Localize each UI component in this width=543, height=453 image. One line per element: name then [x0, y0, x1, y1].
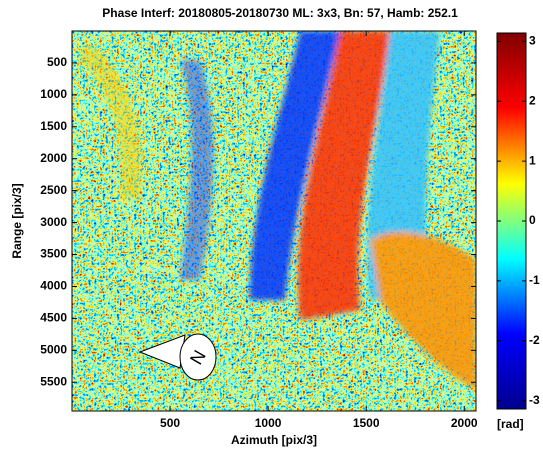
x-tick-label: 1500 — [353, 416, 380, 430]
colorbar-tick-label: -3 — [529, 393, 540, 407]
y-tick-label: 1000 — [40, 87, 67, 101]
x-tick-label: 2000 — [451, 416, 478, 430]
y-tick-label: 2500 — [40, 183, 67, 197]
colorbar-tick-label: 2 — [529, 93, 536, 107]
colorbar-tick-label: 3 — [529, 34, 536, 48]
y-tick-label: 4500 — [40, 311, 67, 325]
colorbar — [496, 32, 527, 410]
plot-frame — [71, 30, 477, 412]
y-tick-label: 1500 — [40, 119, 67, 133]
y-tick-label: 3500 — [40, 247, 67, 261]
y-tick-label: 3000 — [40, 215, 67, 229]
x-axis-label: Azimuth [pix/3] — [231, 433, 317, 447]
x-tick-label: 1000 — [255, 416, 282, 430]
y-tick-label: 5000 — [40, 342, 67, 356]
chart-title: Phase Interf: 20180805-20180730 ML: 3x3,… — [102, 6, 458, 20]
colorbar-tick-label: 0 — [529, 213, 536, 227]
y-axis-label: Range [pix/3] — [10, 183, 24, 258]
colorbar-label: [rad] — [497, 417, 524, 431]
y-tick-label: 4000 — [40, 279, 67, 293]
colorbar-tick-label: -2 — [529, 333, 540, 347]
interferogram: N — [72, 31, 476, 411]
x-tick-label: 500 — [160, 416, 180, 430]
y-tick-label: 500 — [47, 55, 67, 69]
y-tick-label: 5500 — [40, 374, 67, 388]
y-tick-label: 2000 — [40, 151, 67, 165]
colorbar-tick-label: -1 — [529, 273, 540, 287]
colorbar-tick-label: 1 — [529, 153, 536, 167]
